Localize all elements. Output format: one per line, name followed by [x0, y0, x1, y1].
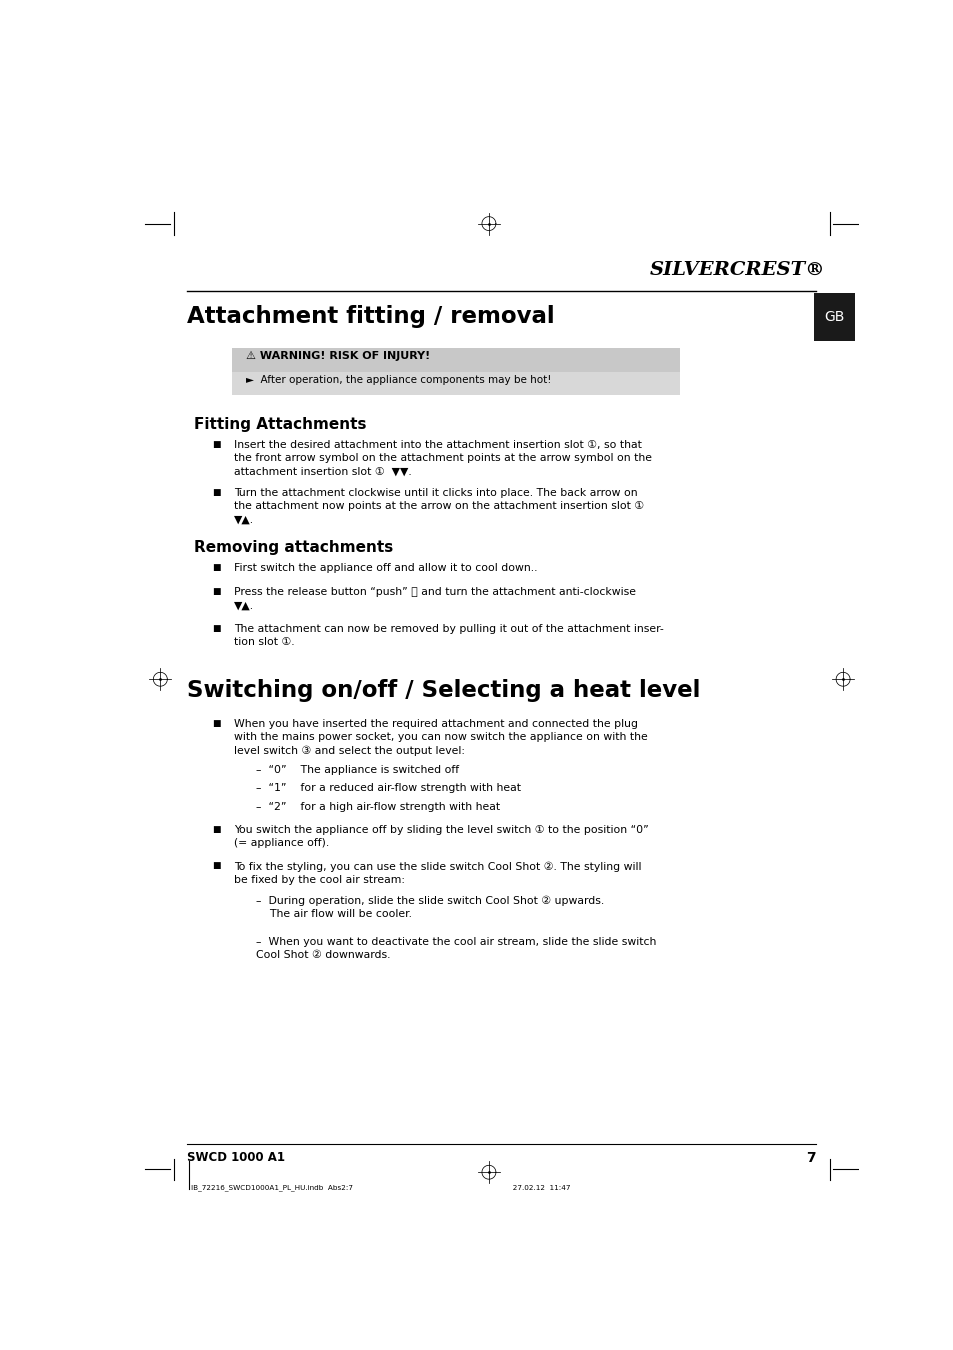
Text: GB: GB	[823, 309, 843, 324]
Text: Turn the attachment clockwise until it clicks into place. The back arrow on
the : Turn the attachment clockwise until it c…	[233, 487, 643, 524]
Text: Removing attachments: Removing attachments	[193, 540, 393, 555]
FancyBboxPatch shape	[814, 293, 854, 340]
Text: Press the release button “push” ⑱ and turn the attachment anti-clockwise
▼▲.: Press the release button “push” ⑱ and tu…	[233, 587, 636, 610]
Text: ■: ■	[212, 861, 220, 871]
Text: SWCD 1000 A1: SWCD 1000 A1	[187, 1152, 285, 1165]
Text: –  “2”    for a high air-flow strength with heat: – “2” for a high air-flow strength with …	[255, 802, 499, 811]
Text: You switch the appliance off by sliding the level switch ① to the position “0”
(: You switch the appliance off by sliding …	[233, 825, 648, 848]
Text: 7: 7	[805, 1152, 815, 1165]
Text: –  During operation, slide the slide switch Cool Shot ② upwards.
    The air flo: – During operation, slide the slide swit…	[255, 895, 603, 919]
Text: –  When you want to deactivate the cool air stream, slide the slide switch
Cool : – When you want to deactivate the cool a…	[255, 937, 656, 960]
Text: ■: ■	[212, 825, 220, 834]
Text: ■: ■	[212, 563, 220, 571]
Text: When you have inserted the required attachment and connected the plug
with the m: When you have inserted the required atta…	[233, 720, 647, 756]
Text: ■: ■	[212, 720, 220, 728]
Text: ►  After operation, the appliance components may be hot!: ► After operation, the appliance compone…	[246, 375, 551, 385]
Text: Insert the desired attachment into the attachment insertion slot ①, so that
the : Insert the desired attachment into the a…	[233, 440, 651, 477]
Text: ■: ■	[212, 587, 220, 597]
Text: ■: ■	[212, 440, 220, 450]
Text: ⚠ WARNING! RISK OF INJURY!: ⚠ WARNING! RISK OF INJURY!	[246, 351, 430, 362]
Text: ■: ■	[212, 487, 220, 497]
Text: IB_72216_SWCD1000A1_PL_HU.indb  Abs2:7                                          : IB_72216_SWCD1000A1_PL_HU.indb Abs2:7	[192, 1184, 570, 1191]
Text: First switch the appliance off and allow it to cool down..: First switch the appliance off and allow…	[233, 563, 537, 572]
Text: To fix the styling, you can use the slide switch Cool Shot ②. The styling will
b: To fix the styling, you can use the slid…	[233, 861, 640, 884]
Text: The attachment can now be removed by pulling it out of the attachment inser-
tio: The attachment can now be removed by pul…	[233, 624, 663, 647]
Text: –  “1”    for a reduced air-flow strength with heat: – “1” for a reduced air-flow strength wi…	[255, 783, 520, 794]
Text: –  “0”    The appliance is switched off: – “0” The appliance is switched off	[255, 765, 458, 775]
Text: Switching on/off / Selecting a heat level: Switching on/off / Selecting a heat leve…	[187, 679, 700, 702]
Text: SILVERCREST®: SILVERCREST®	[649, 261, 825, 279]
Text: Fitting Attachments: Fitting Attachments	[193, 417, 366, 432]
Text: Attachment fitting / removal: Attachment fitting / removal	[187, 305, 555, 328]
Text: ■: ■	[212, 624, 220, 633]
FancyBboxPatch shape	[233, 373, 679, 396]
FancyBboxPatch shape	[233, 347, 679, 373]
